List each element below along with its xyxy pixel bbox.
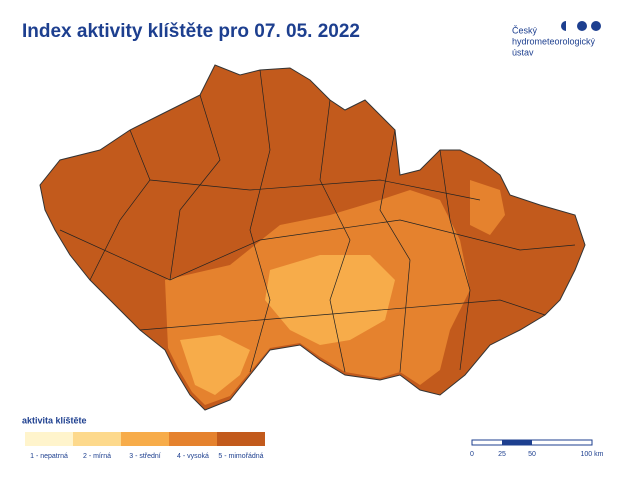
legend-label: 2 - mírná xyxy=(83,453,111,460)
logo-line: ústav xyxy=(512,47,534,57)
logo-line: hydrometeorologický xyxy=(512,36,596,46)
title: Index aktivity klíštěte pro 07. 05. 2022 xyxy=(22,21,360,42)
legend-title: aktivita klíštěte xyxy=(22,415,87,425)
legend-label: 4 - vysoká xyxy=(177,453,209,460)
legend-label: 1 - nepatrná xyxy=(30,453,68,460)
border xyxy=(379,129,411,373)
legend-swatch xyxy=(169,432,217,446)
scale-bar: 0 25 50 100 km xyxy=(470,439,604,458)
region-medium xyxy=(180,335,250,395)
legend: 1 - nepatrná 2 - mírná 3 - střední 4 - vyso… xyxy=(25,432,265,460)
legend-swatch xyxy=(73,432,121,446)
border xyxy=(249,69,271,373)
scale-label: 25 xyxy=(498,451,506,458)
legend-swatch xyxy=(217,432,265,446)
map xyxy=(39,64,586,411)
border xyxy=(89,129,151,281)
border xyxy=(59,219,576,281)
scale-segment xyxy=(502,440,532,445)
border xyxy=(139,299,546,331)
legend-label: 3 - střední xyxy=(129,453,161,460)
scale-label: 100 km xyxy=(581,451,604,458)
logo: Český hydrometeorologický ústav xyxy=(512,21,601,57)
legend-label: 5 - mimořádná xyxy=(218,453,263,460)
region-high xyxy=(470,180,505,235)
scale-label: 0 xyxy=(470,451,474,458)
scale-label: 50 xyxy=(528,451,536,458)
border xyxy=(439,149,471,371)
logo-dot xyxy=(561,21,566,31)
logo-dot xyxy=(591,21,601,31)
border xyxy=(149,179,481,201)
legend-swatch xyxy=(25,432,73,446)
logo-line: Český xyxy=(512,25,538,35)
region-borders xyxy=(59,69,576,373)
logo-dot xyxy=(577,21,587,31)
border xyxy=(319,99,351,373)
legend-swatch xyxy=(121,432,169,446)
